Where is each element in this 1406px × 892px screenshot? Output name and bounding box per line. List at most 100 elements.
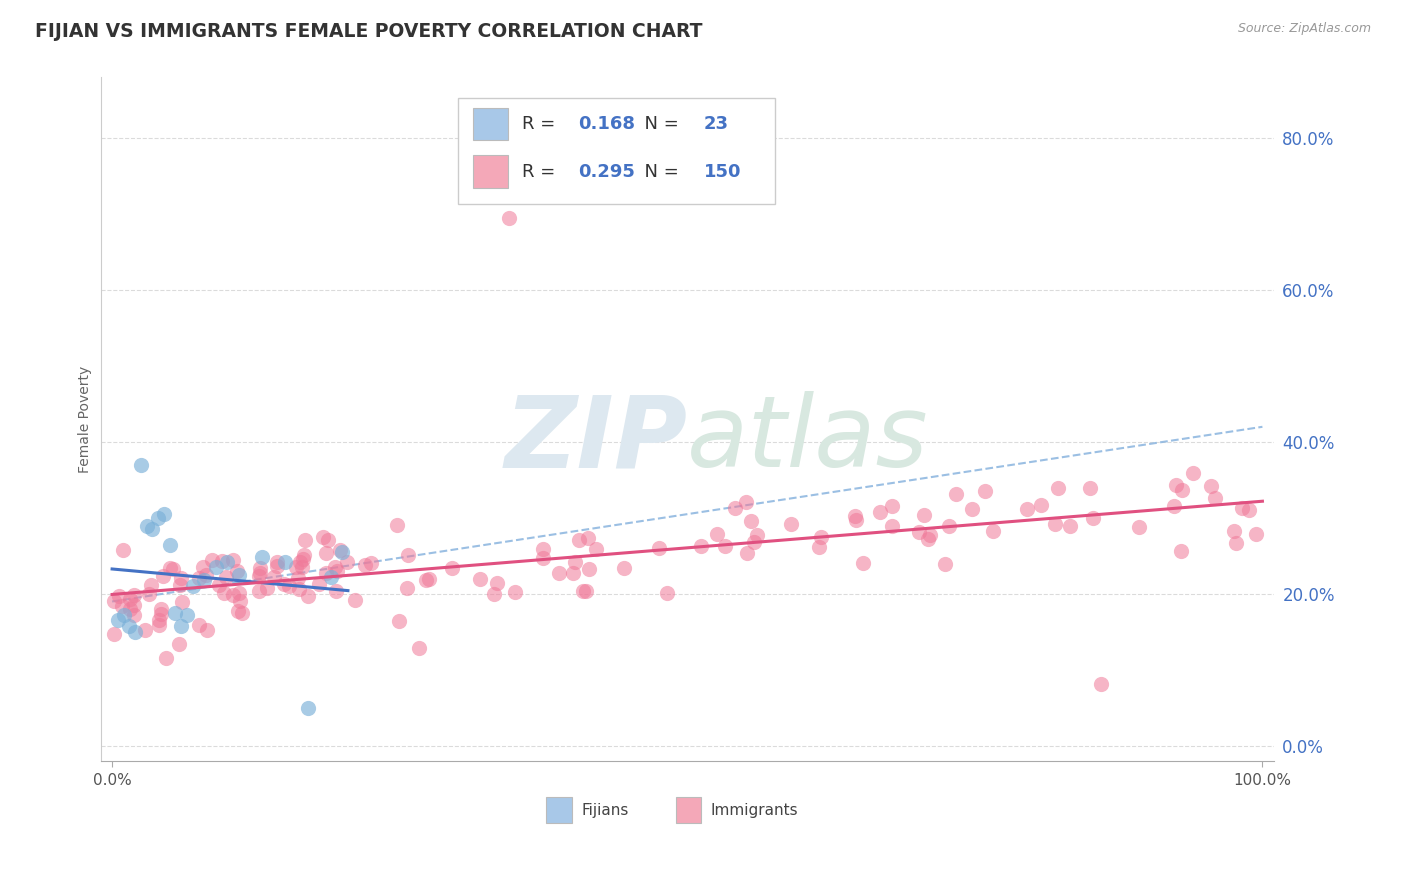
Point [215, 570, 238, 584]
Point [441, 560, 464, 574]
Point [208, 578, 231, 592]
Point [162, 562, 184, 576]
Point [655, 586, 678, 600]
Point [122, 608, 145, 623]
Point [981, 524, 1004, 539]
Point [960, 502, 983, 516]
Point [745, 528, 768, 542]
Point [1223, 524, 1246, 538]
Point [191, 560, 214, 574]
Point [193, 573, 215, 587]
Point [1225, 536, 1247, 550]
Point [1246, 527, 1268, 541]
Point [1081, 511, 1104, 525]
Point [1163, 499, 1185, 513]
Point [312, 530, 335, 544]
Point [228, 568, 250, 582]
Point [228, 604, 250, 618]
Point [288, 555, 311, 569]
Point [256, 581, 278, 595]
Point [326, 564, 349, 578]
Point [118, 619, 141, 633]
Point [578, 562, 600, 576]
Point [690, 539, 713, 553]
Point [576, 531, 599, 545]
Point [273, 555, 295, 569]
Point [165, 606, 187, 620]
Point [146, 511, 169, 525]
Point [138, 587, 160, 601]
Point [211, 554, 233, 568]
Point [169, 571, 191, 585]
Text: R =: R = [522, 162, 561, 181]
Point [294, 533, 316, 547]
Point [111, 542, 134, 557]
Point [187, 571, 209, 585]
Point [214, 586, 236, 600]
Point [228, 593, 250, 607]
Point [118, 601, 141, 615]
Point [266, 555, 288, 569]
Point [908, 525, 931, 540]
Point [249, 566, 271, 581]
Point [1204, 491, 1226, 505]
Point [613, 561, 636, 575]
Point [112, 608, 135, 623]
Point [103, 627, 125, 641]
Point [181, 579, 204, 593]
Text: 23: 23 [703, 115, 728, 133]
Point [1128, 519, 1150, 533]
Point [934, 557, 956, 571]
Text: 0.295: 0.295 [578, 162, 636, 181]
Point [195, 623, 218, 637]
Point [415, 573, 437, 587]
Point [159, 537, 181, 551]
Point [169, 637, 191, 651]
Point [187, 618, 209, 632]
Point [247, 568, 270, 582]
Point [222, 553, 245, 567]
Point [503, 585, 526, 599]
Point [735, 546, 758, 560]
Point [159, 561, 181, 575]
Point [148, 618, 170, 632]
Point [111, 599, 134, 613]
Point [808, 541, 831, 555]
Point [917, 533, 939, 547]
Point [945, 487, 967, 501]
Text: FIJIAN VS IMMIGRANTS FEMALE POVERTY CORRELATION CHART: FIJIAN VS IMMIGRANTS FEMALE POVERTY CORR… [35, 22, 703, 41]
Text: Source: ZipAtlas.com: Source: ZipAtlas.com [1237, 22, 1371, 36]
Point [1239, 502, 1261, 516]
Point [170, 619, 193, 633]
Point [1181, 467, 1204, 481]
Point [1170, 543, 1192, 558]
Point [169, 578, 191, 592]
Point [315, 566, 337, 581]
Point [316, 533, 339, 548]
Point [920, 527, 942, 541]
Point [336, 556, 359, 570]
Point [780, 516, 803, 531]
Point [155, 650, 177, 665]
Point [122, 588, 145, 602]
Point [266, 558, 288, 573]
Point [912, 508, 935, 522]
Point [139, 578, 162, 592]
Point [135, 518, 157, 533]
Point [149, 607, 172, 621]
Point [482, 586, 505, 600]
Point [204, 560, 226, 574]
FancyBboxPatch shape [472, 155, 508, 188]
Point [1046, 482, 1069, 496]
Point [468, 572, 491, 586]
Point [120, 591, 142, 606]
Point [734, 495, 756, 509]
Point [706, 526, 728, 541]
Point [408, 640, 430, 655]
Point [396, 548, 419, 562]
Point [103, 593, 125, 607]
Point [141, 522, 163, 536]
Point [585, 541, 607, 556]
Point [325, 583, 347, 598]
Point [360, 557, 382, 571]
